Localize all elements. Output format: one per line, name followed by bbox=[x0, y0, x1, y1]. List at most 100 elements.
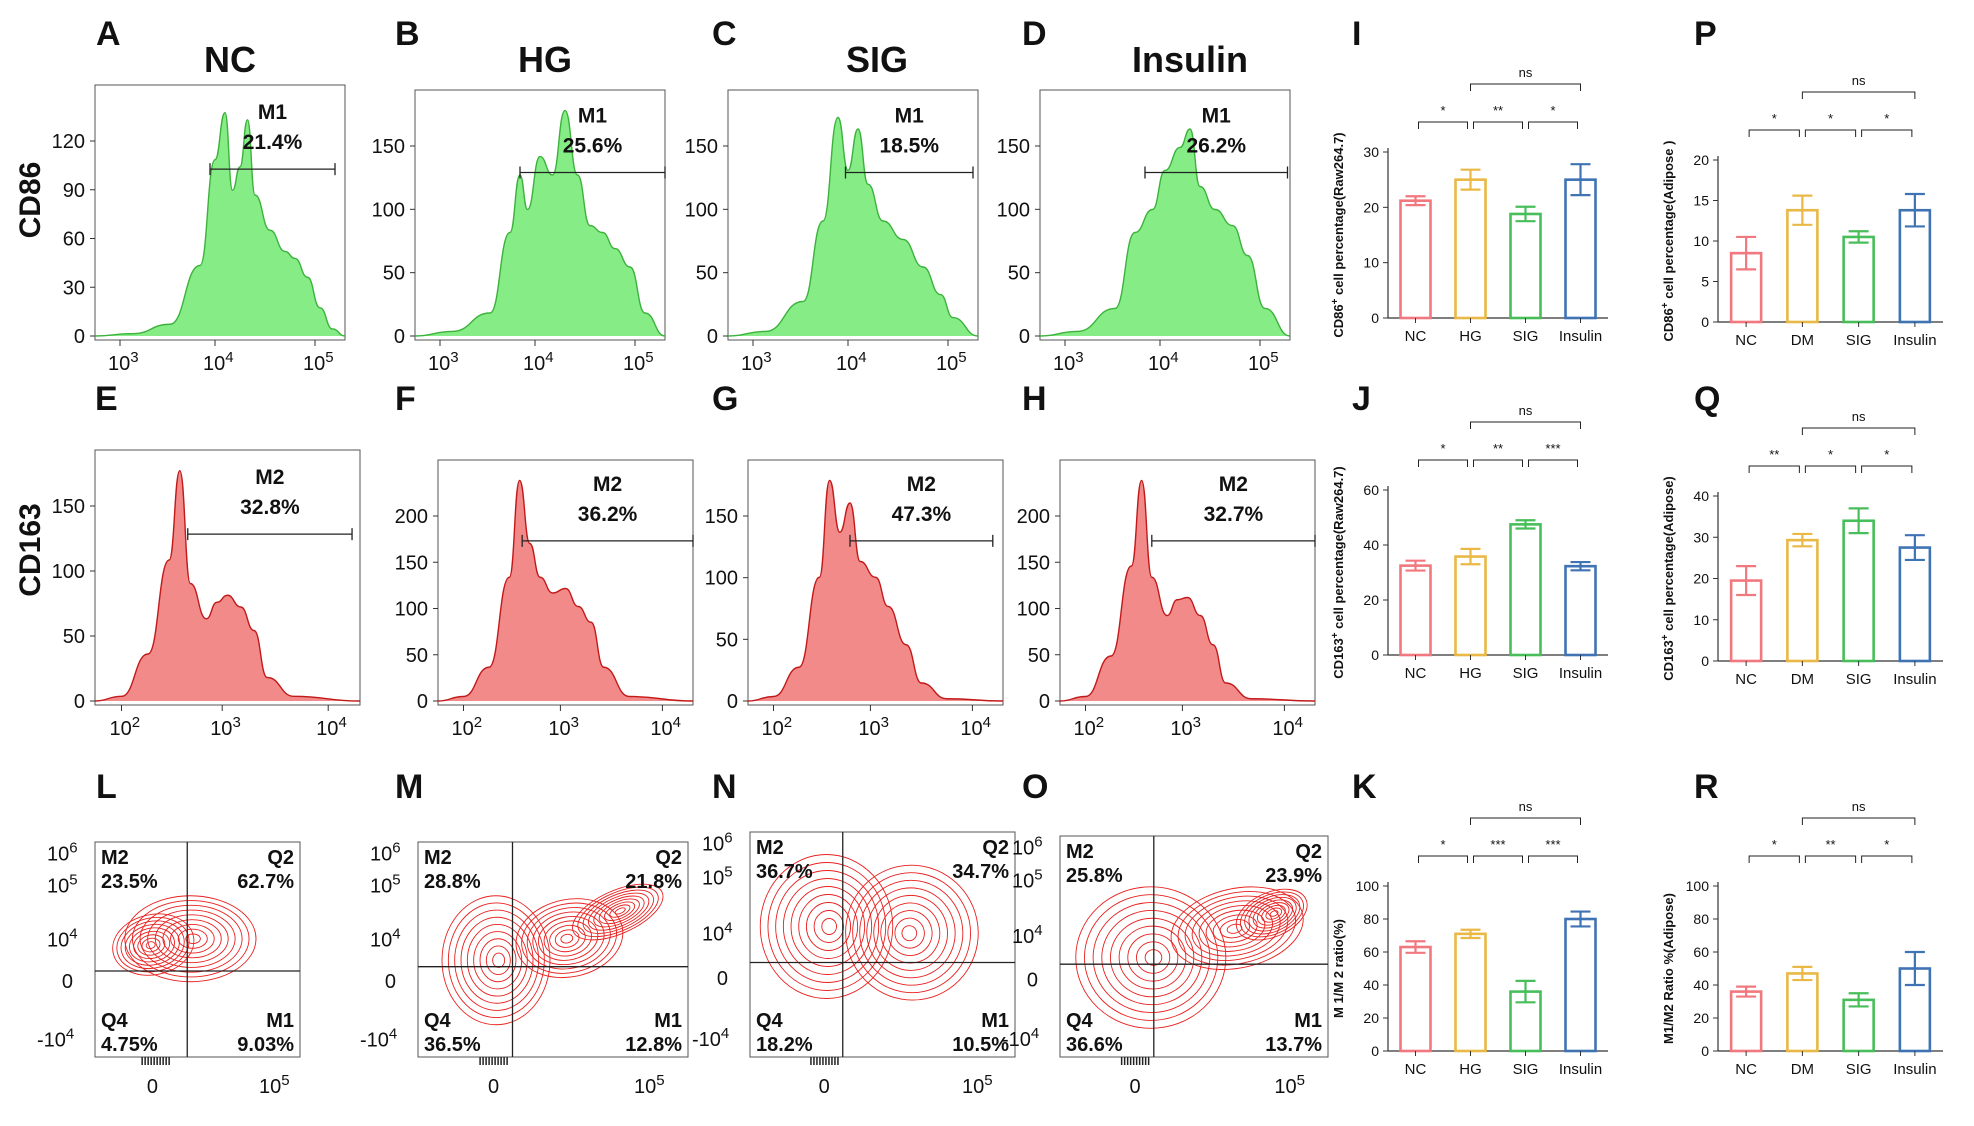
x-axis-log-label-base: 10 bbox=[259, 1076, 281, 1098]
y-tick-label: 40 bbox=[1693, 977, 1709, 993]
gate-label: M1 bbox=[895, 105, 924, 128]
x-tick-label: Insulin bbox=[1893, 671, 1936, 688]
x-tick-label-base: 10 bbox=[1074, 718, 1096, 740]
x-tick-label: 105 bbox=[623, 349, 654, 375]
y-axis-log-label-base: 10 bbox=[370, 929, 392, 951]
x-tick-label-exp: 3 bbox=[450, 349, 458, 366]
y-tick-label: 0 bbox=[1039, 691, 1050, 713]
x-tick-label-base: 10 bbox=[1148, 353, 1170, 375]
significance-label: ns bbox=[1852, 409, 1866, 424]
quadrant-q4-label: Q4 bbox=[424, 1010, 452, 1032]
quadrant-q1-percent: 28.8% bbox=[424, 871, 481, 893]
contour-line bbox=[128, 927, 175, 963]
significance-bracket bbox=[1801, 427, 1916, 435]
y-tick-label: 50 bbox=[1028, 645, 1050, 667]
y-tick-label: 150 bbox=[705, 506, 738, 528]
x-tick-label-base: 10 bbox=[836, 353, 858, 375]
y-axis-log-label: 106 bbox=[47, 839, 78, 865]
x-axis-log-label-exp: 5 bbox=[656, 1072, 664, 1089]
significance-label: ns bbox=[1519, 799, 1533, 814]
plot-frame bbox=[414, 89, 666, 341]
bar-2 bbox=[1509, 212, 1542, 320]
contour-plot-O: OM225.8%Q223.9%Q436.6%M113.7%1061051040-… bbox=[1002, 768, 1329, 1098]
x-tick-label: 104 bbox=[960, 714, 991, 740]
panel-letter-E: E bbox=[95, 380, 118, 418]
y-tick-label: 60 bbox=[1363, 482, 1379, 498]
y-tick-label: 50 bbox=[696, 263, 718, 285]
y-tick-label: 150 bbox=[372, 136, 405, 158]
y-tick-label: 100 bbox=[997, 199, 1030, 221]
contour-line bbox=[1109, 917, 1195, 998]
x-tick-label: SIG bbox=[1513, 665, 1539, 682]
significance-bracket bbox=[1861, 855, 1913, 863]
x-tick-label-exp: 3 bbox=[571, 714, 579, 731]
contour-line bbox=[1256, 902, 1290, 926]
x-tick-label-base: 10 bbox=[1053, 353, 1075, 375]
gate-label: M2 bbox=[1219, 473, 1248, 496]
gate-label: M2 bbox=[255, 466, 284, 489]
contour-line bbox=[775, 870, 880, 983]
panel-letter-O: O bbox=[1022, 768, 1048, 806]
contour-line bbox=[821, 918, 837, 935]
x-tick-label-exp: 3 bbox=[1075, 349, 1083, 366]
panel-letter-P: P bbox=[1694, 15, 1717, 53]
y-tick-label: 20 bbox=[1363, 592, 1379, 608]
contour-line bbox=[577, 886, 659, 938]
histogram-outline bbox=[414, 109, 666, 337]
panel-letter-L: L bbox=[96, 768, 117, 806]
x-tick-label-base: 10 bbox=[960, 718, 982, 740]
contour-line bbox=[145, 941, 156, 949]
contour-line bbox=[572, 883, 664, 941]
quadrant-q2-percent: 34.7% bbox=[952, 861, 1009, 883]
y-tick-label: 0 bbox=[74, 326, 85, 348]
y-axis-zero-label: 0 bbox=[1027, 969, 1038, 991]
x-tick-label-base: 10 bbox=[548, 718, 570, 740]
y-tick-label: 50 bbox=[383, 263, 405, 285]
y-tick-label: 150 bbox=[997, 136, 1030, 158]
x-tick-label-base: 10 bbox=[303, 353, 325, 375]
contour-line bbox=[782, 878, 873, 975]
y-axis-label-main: M 1/M 2 ratio(%) bbox=[1331, 919, 1346, 1018]
histogram-outline bbox=[1039, 128, 1291, 337]
quadrant-q2-label: Q2 bbox=[1295, 841, 1322, 863]
contour-line bbox=[473, 931, 523, 990]
panel-letter-A: A bbox=[96, 15, 121, 53]
y-axis-log-label-exp: 5 bbox=[392, 872, 400, 889]
significance-label: ** bbox=[1493, 441, 1503, 456]
x-tick-label: Insulin bbox=[1559, 665, 1602, 682]
quadrant-q4-label: Q4 bbox=[101, 1010, 129, 1032]
contour-line bbox=[588, 892, 650, 931]
x-tick-label: NC bbox=[1735, 671, 1757, 688]
y-tick-label: 60 bbox=[1693, 944, 1709, 960]
y-tick-label: 200 bbox=[395, 506, 428, 528]
x-tick-label: 103 bbox=[428, 349, 459, 375]
x-tick-label-exp: 4 bbox=[338, 714, 346, 731]
x-tick-label-exp: 3 bbox=[232, 714, 240, 731]
significance-bracket bbox=[1528, 459, 1578, 467]
y-axis-log-label-exp: 5 bbox=[724, 863, 732, 880]
x-tick-label-base: 10 bbox=[936, 353, 958, 375]
histogram-fill bbox=[728, 117, 978, 336]
significance-label: * bbox=[1440, 441, 1445, 456]
x-tick-label-base: 10 bbox=[762, 718, 784, 740]
y-tick-label: 20 bbox=[1363, 199, 1379, 215]
y-axis-neg-exp: 4 bbox=[389, 1025, 397, 1042]
x-axis-log-label-exp: 5 bbox=[281, 1072, 289, 1089]
bar-2 bbox=[1509, 523, 1542, 657]
significance-label: * bbox=[1550, 103, 1555, 118]
x-tick-label: HG bbox=[1459, 328, 1482, 345]
y-axis-label-main: M1/M2 Ratio %(Adipose) bbox=[1661, 893, 1676, 1044]
y-tick-label: 0 bbox=[394, 326, 405, 348]
x-tick-label: 103 bbox=[1053, 349, 1084, 375]
y-axis-log-label-base: 10 bbox=[1012, 926, 1034, 948]
y-tick-label: 80 bbox=[1693, 911, 1709, 927]
y-tick-label: 100 bbox=[1017, 599, 1050, 621]
y-tick-label: 10 bbox=[1363, 255, 1379, 271]
panel-letter-D: D bbox=[1022, 15, 1047, 53]
significance-label: ** bbox=[1769, 447, 1779, 462]
contour-line bbox=[479, 938, 517, 983]
quadrant-q4-percent: 36.5% bbox=[424, 1034, 481, 1056]
significance-label: * bbox=[1884, 837, 1889, 852]
